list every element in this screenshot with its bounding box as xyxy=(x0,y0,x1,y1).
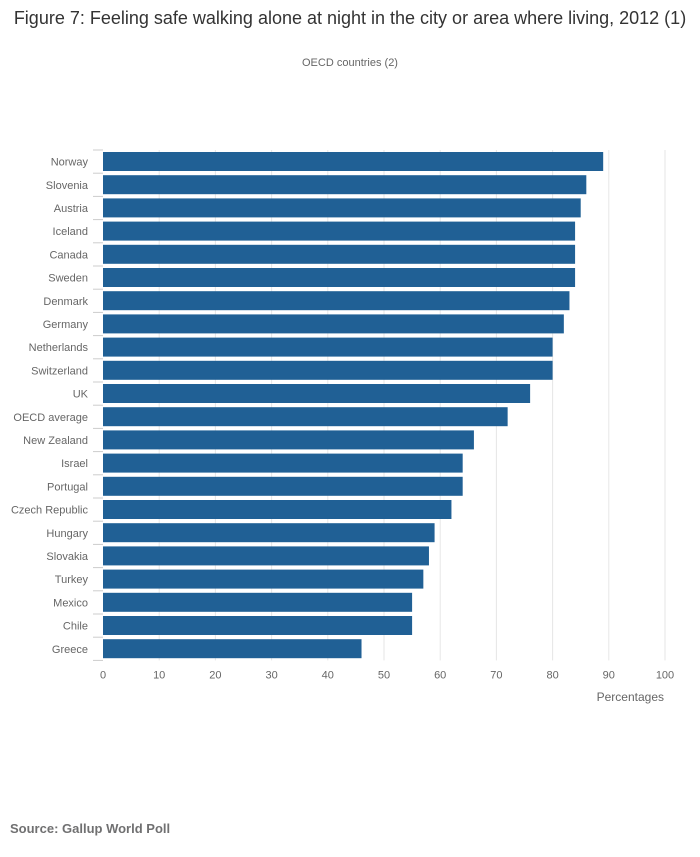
category-label: Canada xyxy=(49,249,88,261)
bar xyxy=(103,476,463,496)
category-label: Austria xyxy=(54,203,89,215)
bar xyxy=(103,221,576,241)
bar xyxy=(103,244,576,264)
x-tick-label: 10 xyxy=(153,669,165,681)
bar xyxy=(103,175,587,195)
category-label: UK xyxy=(73,389,89,401)
bar xyxy=(103,569,424,589)
bar xyxy=(103,360,553,380)
category-label: Iceland xyxy=(53,226,88,238)
x-tick-label: 20 xyxy=(209,669,221,681)
bar xyxy=(103,500,452,519)
x-tick-label: 30 xyxy=(265,669,277,681)
bar xyxy=(103,152,604,171)
bar xyxy=(103,268,576,287)
bar xyxy=(103,291,570,311)
x-tick-label: 70 xyxy=(490,669,502,681)
category-label: Germany xyxy=(43,319,89,331)
x-tick-label: 40 xyxy=(322,669,334,681)
x-tick-label: 90 xyxy=(603,669,615,681)
bar xyxy=(103,407,508,427)
x-axis-label: Percentages xyxy=(597,690,664,704)
category-label: Israel xyxy=(61,458,88,470)
category-label: Norway xyxy=(51,157,89,169)
category-label: Sweden xyxy=(48,273,88,285)
chart-subtitle: OECD countries (2) xyxy=(302,57,398,69)
category-label: Czech Republic xyxy=(11,505,89,517)
bar xyxy=(103,523,435,543)
category-label: Chile xyxy=(63,621,88,633)
category-label: Slovakia xyxy=(46,551,88,563)
x-tick-label: 50 xyxy=(378,669,390,681)
bar xyxy=(103,453,463,473)
category-label: New Zealand xyxy=(23,435,88,447)
bar-chart: Norway Slovenia Austria Iceland Canada Sweden… xyxy=(11,149,674,704)
category-label: Portugal xyxy=(47,481,88,493)
bar xyxy=(103,384,531,403)
bar xyxy=(103,314,564,334)
x-axis-ticks: 0 10 20 30 40 50 60 70 80 90 100 xyxy=(100,669,674,681)
category-label: Denmark xyxy=(43,296,88,308)
category-label: Switzerland xyxy=(31,365,88,377)
bar xyxy=(103,592,413,612)
category-label: Slovenia xyxy=(46,180,89,192)
x-tick-label: 60 xyxy=(434,669,446,681)
x-tick-label: 80 xyxy=(546,669,558,681)
chart-title: Figure 7: Feeling safe walking alone at … xyxy=(13,8,687,28)
bar xyxy=(103,198,581,218)
bar xyxy=(103,639,362,659)
x-tick-label: 0 xyxy=(100,669,106,681)
bar xyxy=(103,337,553,357)
bar xyxy=(103,616,413,635)
category-label: Turkey xyxy=(55,574,89,586)
category-label: Netherlands xyxy=(29,342,89,354)
source-note: Source: Gallup World Poll xyxy=(10,821,171,836)
category-label: Hungary xyxy=(46,528,88,540)
bar xyxy=(103,546,429,566)
category-label: Greece xyxy=(52,644,88,656)
category-label: Mexico xyxy=(53,597,88,609)
bars xyxy=(103,152,604,659)
category-labels: Norway Slovenia Austria Iceland Canada Sweden… xyxy=(11,157,89,656)
x-tick-label: 100 xyxy=(656,669,674,681)
category-label: OECD average xyxy=(13,412,88,424)
bar xyxy=(103,430,474,450)
